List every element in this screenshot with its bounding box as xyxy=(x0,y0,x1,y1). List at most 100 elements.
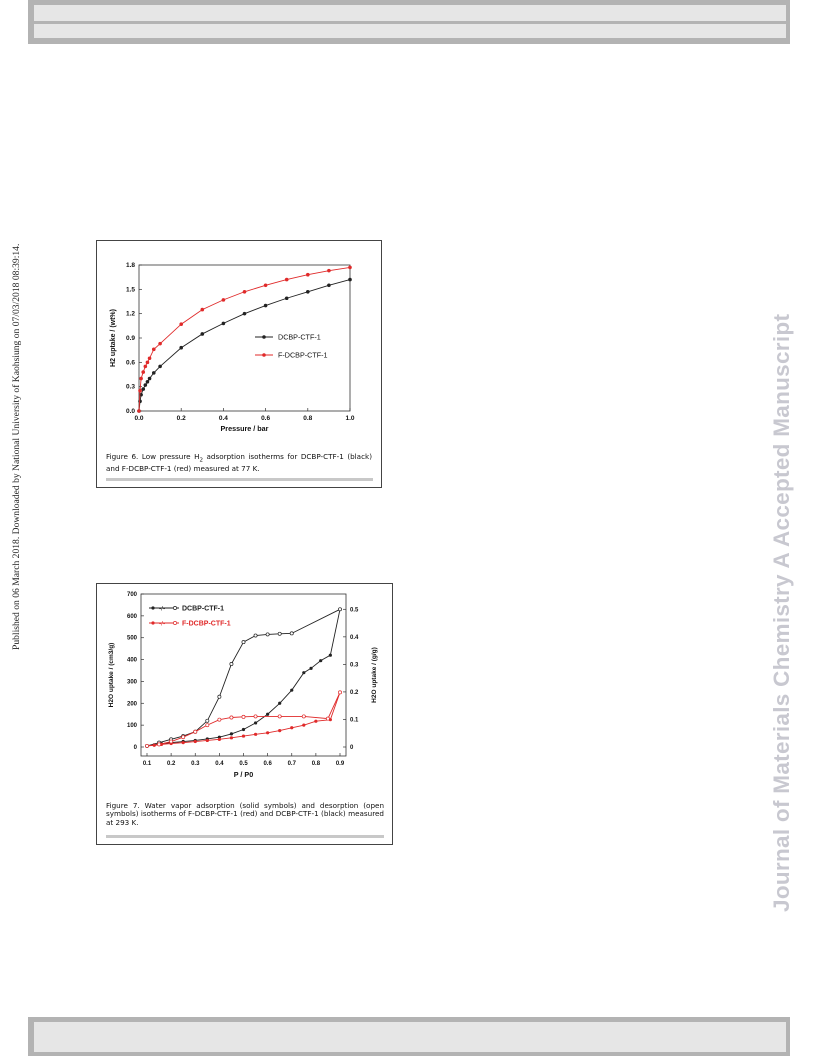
figure-7-desorption-point xyxy=(253,714,258,719)
figure-7-adsorption-point xyxy=(229,736,234,740)
figure-7-adsorption-point xyxy=(241,734,246,738)
figure-7-desorption-point xyxy=(338,607,342,612)
figure-7-xtick-label: 0.8 xyxy=(312,761,321,767)
figure-7-xtick-label: 0.5 xyxy=(239,761,248,767)
figure-6-ytick-label: 1.5 xyxy=(126,286,135,293)
figure-7-legend-label-1: F-DCBP-CTF-1 xyxy=(182,621,231,628)
figure-7-desorption-point xyxy=(253,633,258,638)
figure-7-ytick-right-label: 0.4 xyxy=(350,635,359,641)
figure-6-point xyxy=(145,380,150,384)
figure-7-adsorption-point xyxy=(229,732,234,736)
figure-7-legend-marks-1: -/- xyxy=(159,621,165,628)
figure-6-point xyxy=(179,322,183,327)
figure-7-ytick-label: 600 xyxy=(127,614,138,620)
figure-6-xtick-label: 1.0 xyxy=(345,415,354,422)
figure-7-legend-label-0: DCBP-CTF-1 xyxy=(182,606,224,613)
figure-6-point xyxy=(327,268,331,273)
figure-7-ytick-right-label: 0.5 xyxy=(350,607,359,613)
figure-6-point xyxy=(147,376,152,381)
figure-6-point xyxy=(242,311,247,316)
figure-7-desorption-point xyxy=(325,716,330,721)
figure-7-adsorption-point xyxy=(278,701,282,705)
figure-7-adsorption-point xyxy=(205,738,209,743)
figure-7: 0.1 0.2 0.3 0.4 0.5 0.6 0.7 0.8 0.9 0 100 200 300 400… xyxy=(96,583,393,845)
figure-6-point xyxy=(200,332,205,336)
figure-7-desorption-point xyxy=(217,717,222,722)
figure-7-ytick-label: 100 xyxy=(127,723,138,729)
figure-6-ytick-label: 0.0 xyxy=(126,408,135,415)
figure-7-ytick-right-label: 0.2 xyxy=(350,690,359,696)
header-band-lower xyxy=(34,24,786,38)
figure-6-point xyxy=(306,272,310,277)
figure-6-rule xyxy=(106,478,373,481)
figure-7-desorption-point xyxy=(169,739,174,744)
figure-7-desorption-point xyxy=(338,690,342,695)
figure-7-xtick-label: 0.6 xyxy=(263,761,272,767)
figure-7-caption: Figure 7. Water vapor adsorption (solid … xyxy=(106,801,384,827)
figure-7-adsorption-point xyxy=(278,729,282,733)
figure-7-desorption-point xyxy=(217,694,222,699)
figure-7-ytick-label: 300 xyxy=(127,679,138,685)
figure-6-point xyxy=(348,265,352,270)
figure-6-point xyxy=(327,283,331,288)
figure-7-legend-solid-marker-0 xyxy=(151,606,155,610)
figure-6-xtick-label: 0.8 xyxy=(303,415,312,422)
figure-6-point xyxy=(306,289,310,294)
figure-6-ytick-label: 0.9 xyxy=(126,335,135,342)
figure-6-point xyxy=(158,341,162,346)
header-band xyxy=(28,0,790,44)
figure-6-ytick-label: 1.2 xyxy=(126,311,135,318)
figure-6-point xyxy=(147,356,152,361)
figure-6-caption-prefix: Figure 6. Low pressure H xyxy=(106,452,200,461)
figure-6-point xyxy=(145,360,150,365)
figure-7-legend-open-marker-1 xyxy=(173,621,177,625)
figure-6-point xyxy=(151,347,156,352)
figure-7-adsorption-point xyxy=(314,719,318,723)
figure-7-chart: 0.1 0.2 0.3 0.4 0.5 0.6 0.7 0.8 0.9 0 100 200 300 400… xyxy=(108,592,378,779)
figure-6: 0.0 0.2 0.4 0.6 0.8 1.0 0.0 0.3 0.6 0.9 1.2 1.5 1.8 P… xyxy=(96,240,382,488)
figure-7-desorption-line-0 xyxy=(146,608,341,747)
figure-7-ylabel-right: H2O uptake / (g/g) xyxy=(371,647,378,703)
figure-7-adsorption-point xyxy=(253,732,258,736)
figure-6-xtick-label: 0.6 xyxy=(261,415,270,422)
figure-7-desorption-point xyxy=(277,631,282,636)
figure-7-desorption-point xyxy=(277,714,282,719)
figure-7-rule xyxy=(106,835,384,838)
figure-6-ytick-label: 0.6 xyxy=(126,359,135,366)
figure-7-ytick-label: 700 xyxy=(127,592,138,598)
figure-7-desorption-line-1 xyxy=(146,692,341,747)
figure-6-point xyxy=(139,376,143,381)
figure-6-point xyxy=(284,277,289,282)
figure-6-ytick-label: 1.8 xyxy=(126,262,135,269)
figure-6-legend-label-1: F-DCBP-CTF-1 xyxy=(278,351,328,360)
figure-7-xlabel: P / P0 xyxy=(234,770,253,779)
figure-7-desorption-point xyxy=(229,715,234,720)
figure-7-legend-solid-marker-1 xyxy=(151,621,155,625)
figure-7-desorption-point xyxy=(265,632,270,637)
figure-6-point xyxy=(158,364,162,369)
figure-7-desorption-point xyxy=(205,723,210,728)
figure-7-xtick-label: 0.9 xyxy=(336,761,345,767)
figure-7-adsorption-line-1 xyxy=(146,692,341,747)
figure-6-legend-marker-1 xyxy=(262,353,266,357)
figure-6-caption-subscript: 2 xyxy=(199,457,203,464)
figure-7-ytick-label: 200 xyxy=(127,701,138,707)
figure-6-point xyxy=(179,345,183,350)
figure-6-point xyxy=(137,409,141,413)
figure-6-point xyxy=(221,321,226,326)
figure-7-legend-marks-0: -/- xyxy=(159,606,165,613)
figure-6-series-line-0 xyxy=(138,279,351,412)
figure-7-desorption-point xyxy=(301,714,306,719)
figure-6-point xyxy=(200,307,205,312)
figure-7-desorption-point xyxy=(241,640,246,645)
figure-7-adsorption-point xyxy=(290,726,294,730)
figure-7-xtick-label: 0.3 xyxy=(191,761,200,767)
figure-6-xtick-label: 0.0 xyxy=(134,415,143,422)
footer-band xyxy=(28,1017,790,1056)
figure-7-adsorption-point xyxy=(193,739,197,744)
figure-7-desorption-point xyxy=(205,718,210,723)
figure-7-adsorption-point xyxy=(217,735,221,739)
figure-7-desorption-point xyxy=(229,661,234,666)
figure-7-adsorption-point xyxy=(328,653,332,657)
figure-7-ytick-label: 500 xyxy=(127,636,138,642)
